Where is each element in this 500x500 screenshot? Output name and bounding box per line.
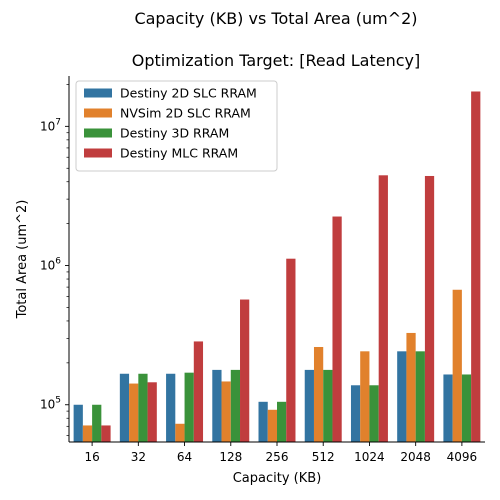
bar-destiny-2d-slc-rram-32 — [119, 373, 130, 442]
bar-nvsim-2d-slc-rram-1024 — [360, 351, 370, 442]
x-ticks: 16 32 64 128 256 512 1024 2048 4096 — [84, 442, 477, 464]
legend-swatch — [84, 108, 112, 118]
x-tick-label: 16 — [84, 450, 99, 464]
bar-destiny-mlc-rram-2048 — [424, 175, 435, 443]
x-tick-label: 1024 — [354, 450, 385, 464]
bar-destiny-2d-slc-rram-4096 — [443, 374, 453, 442]
bars-layer — [73, 91, 481, 443]
bar-nvsim-2d-slc-rram-64 — [175, 423, 185, 442]
legend-label: Destiny MLC RRAM — [120, 146, 238, 161]
bar-destiny-mlc-rram-32 — [147, 382, 157, 442]
bar-destiny-2d-slc-rram-16 — [73, 404, 83, 442]
legend-label: Destiny 2D SLC RRAM — [120, 86, 257, 101]
legend: Destiny 2D SLC RRAM NVSim 2D SLC RRAM Dest… — [75, 80, 278, 172]
bar-destiny-3d-rram-128 — [230, 369, 241, 442]
legend-swatch — [84, 148, 112, 158]
bar-destiny-2d-slc-rram-1024 — [350, 385, 361, 442]
bar-destiny-2d-slc-rram-512 — [304, 369, 314, 442]
bar-nvsim-2d-slc-rram-16 — [82, 425, 93, 442]
bar-destiny-mlc-rram-256 — [286, 258, 296, 442]
bar-destiny-3d-rram-32 — [138, 373, 148, 442]
x-tick-label: 512 — [312, 450, 335, 464]
chart-title: Optimization Target: [Read Latency] — [132, 51, 420, 70]
legend-swatch — [84, 128, 112, 138]
bar-nvsim-2d-slc-rram-256 — [267, 409, 277, 442]
legend-label: Destiny 3D RRAM — [120, 126, 229, 141]
bar-destiny-mlc-rram-1024 — [378, 175, 388, 443]
bar-nvsim-2d-slc-rram-4096 — [452, 289, 462, 442]
y-tick-label: 105 — [40, 396, 61, 412]
y-tick-label: 106 — [40, 257, 61, 273]
bar-destiny-3d-rram-512 — [323, 369, 333, 442]
bar-destiny-mlc-rram-512 — [332, 216, 342, 442]
bar-destiny-3d-rram-16 — [92, 404, 102, 442]
chart-suptitle: Capacity (KB) vs Total Area (um^2) — [134, 9, 417, 28]
legend-swatch — [84, 88, 112, 98]
x-tick-label: 64 — [177, 450, 192, 464]
bar-destiny-2d-slc-rram-64 — [166, 373, 176, 442]
x-tick-label: 2048 — [400, 450, 431, 464]
bar-nvsim-2d-slc-rram-32 — [129, 383, 139, 442]
y-axis-label: Total Area (um^2) — [15, 200, 30, 320]
x-tick-label: 32 — [131, 450, 146, 464]
x-tick-label: 4096 — [447, 450, 478, 464]
bar-destiny-3d-rram-2048 — [415, 351, 425, 442]
bar-destiny-3d-rram-64 — [184, 372, 194, 442]
bar-destiny-3d-rram-4096 — [461, 374, 472, 442]
legend-box — [75, 80, 278, 172]
bar-destiny-mlc-rram-64 — [193, 341, 204, 442]
bar-nvsim-2d-slc-rram-128 — [221, 381, 231, 442]
y-ticks: 105 106 107 — [40, 84, 69, 436]
x-axis-label: Capacity (KB) — [233, 471, 322, 486]
x-tick-label: 128 — [219, 450, 242, 464]
bar-destiny-mlc-rram-4096 — [471, 91, 481, 443]
bar-destiny-mlc-rram-128 — [240, 299, 250, 442]
bar-destiny-2d-slc-rram-128 — [212, 369, 222, 442]
bar-destiny-2d-slc-rram-2048 — [397, 351, 407, 442]
bar-destiny-mlc-rram-16 — [101, 425, 111, 442]
y-tick-label: 107 — [40, 117, 61, 133]
bar-destiny-3d-rram-256 — [277, 401, 287, 442]
bar-nvsim-2d-slc-rram-2048 — [406, 332, 416, 442]
bar-destiny-2d-slc-rram-256 — [258, 401, 268, 442]
x-tick-label: 256 — [266, 450, 289, 464]
bar-nvsim-2d-slc-rram-512 — [313, 346, 324, 442]
legend-label: NVSim 2D SLC RRAM — [120, 106, 251, 121]
bar-destiny-3d-rram-1024 — [369, 385, 379, 442]
